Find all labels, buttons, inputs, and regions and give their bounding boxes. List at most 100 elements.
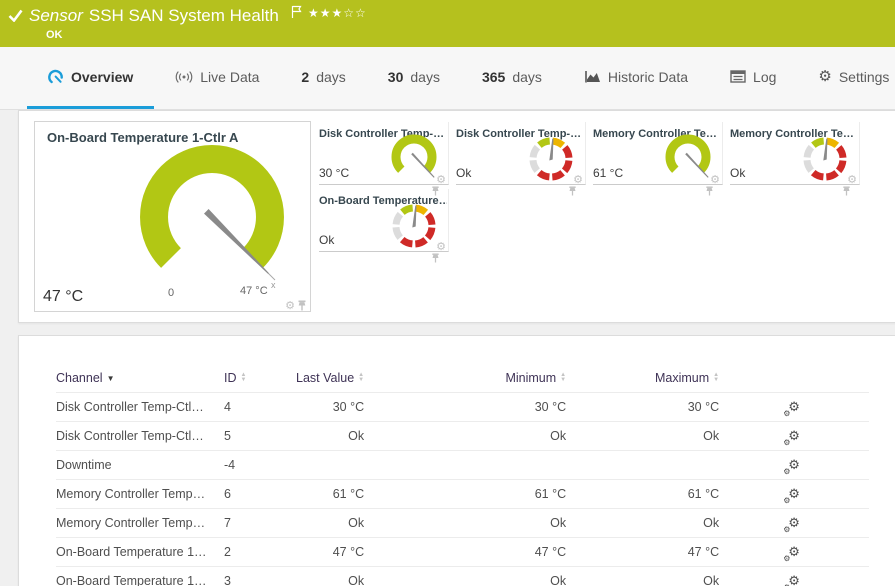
cell-minimum: Ok (364, 508, 567, 538)
primary-gauge-tile[interactable]: On-Board Temperature 1-Ctlr A x 0 47 °C … (34, 121, 311, 312)
cell-channel: Memory Controller Temp… (56, 508, 224, 538)
tile-gear-icon[interactable]: ⚙ (847, 174, 857, 186)
channel-settings-icon[interactable]: ⚙⚙ (783, 573, 800, 586)
table-row: Memory Controller Temp… 7 Ok Ok Ok ⚙ ⚙ (56, 508, 870, 538)
gauge-icon (48, 69, 63, 83)
column-header-settings (719, 364, 870, 393)
live-data-icon (175, 70, 193, 83)
cell-last-value (296, 450, 365, 480)
cell-minimum: 61 °C (364, 479, 567, 509)
sort-icon: ▲ ▼ (240, 372, 247, 383)
cell-channel: On-Board Temperature 1… (56, 566, 224, 586)
priority-stars[interactable]: ★★★☆☆ (308, 6, 367, 20)
cell-id: 3 (224, 566, 296, 586)
cell-last-value: 61 °C (296, 479, 365, 509)
channel-gauge-segmented (392, 204, 436, 248)
cell-id: 2 (224, 537, 296, 567)
tab-label: Overview (71, 68, 134, 85)
column-header-channel[interactable]: Channel ▼ (56, 364, 224, 393)
table-row: Memory Controller Temp… 6 61 °C 61 °C 61… (56, 479, 870, 509)
sensor-kind-label: Sensor (29, 6, 83, 25)
cell-maximum: 30 °C (566, 392, 720, 422)
priority-flag-icon[interactable] (291, 5, 302, 24)
channel-settings-icon[interactable]: ⚙⚙ (783, 399, 800, 418)
tab-label: days (316, 68, 346, 85)
cell-id: 4 (224, 392, 296, 422)
table-row: On-Board Temperature 1… 2 47 °C 47 °C 47… (56, 537, 870, 567)
tile-pin-icon[interactable] (431, 253, 440, 263)
tab-overview[interactable]: Overview (27, 47, 155, 109)
channel-gauge-value: Ok (456, 166, 472, 180)
cell-last-value: Ok (296, 566, 365, 586)
column-header-maximum[interactable]: Maximum ▲ ▼ (566, 364, 720, 393)
cell-maximum: Ok (566, 421, 720, 451)
tile-pin-icon[interactable] (297, 300, 307, 311)
channel-gauge-tile[interactable]: On-Board Temperature… Ok ⚙ (319, 189, 449, 263)
sensor-name: SSH SAN System Health (88, 6, 279, 25)
area-chart-icon (585, 71, 600, 83)
tile-gear-icon[interactable]: ⚙ (710, 174, 720, 186)
tile-pin-icon[interactable] (705, 186, 714, 196)
cell-last-value: Ok (296, 508, 365, 538)
channel-gauge-tile[interactable]: Disk Controller Temp-… 30 °C ⚙ (319, 122, 449, 196)
channel-gauge-tile[interactable]: Memory Controller Te… Ok ⚙ (730, 122, 860, 196)
primary-gauge-value: 47 °C (43, 288, 84, 305)
tile-pin-icon[interactable] (842, 186, 851, 196)
tab-label: Historic Data (607, 68, 689, 85)
tile-pin-icon[interactable] (568, 186, 577, 196)
sort-desc-icon: ▼ (106, 373, 115, 383)
tab-30-days[interactable]: 30 days (367, 47, 461, 109)
tab-2-days[interactable]: 2 days (280, 47, 366, 109)
column-header-minimum[interactable]: Minimum ▲ ▼ (364, 364, 567, 393)
cell-maximum (566, 450, 720, 480)
tile-pin-icon[interactable] (431, 186, 440, 196)
stars-empty: ☆☆ (343, 6, 367, 20)
channel-gauge-value: Ok (319, 233, 335, 247)
stars-filled: ★★★ (308, 6, 344, 20)
tab-365-days[interactable]: 365 days (461, 47, 563, 109)
tab-number: 365 (481, 68, 506, 85)
status-badge: OK (46, 29, 63, 41)
gauge-scale-max: 47 °C (240, 285, 268, 297)
tab-number: 2 (301, 68, 310, 85)
tile-gear-icon[interactable]: ⚙ (436, 241, 446, 253)
tab-bar: Overview Live Data 2 days 30 days 365 da… (0, 47, 895, 110)
tab-log[interactable]: Log (709, 47, 797, 109)
channel-settings-icon[interactable]: ⚙⚙ (783, 515, 800, 534)
table-row: Downtime -4 ⚙ ⚙ (56, 450, 870, 480)
tab-settings[interactable]: ⚙ Settings (797, 47, 895, 109)
cell-maximum: Ok (566, 566, 720, 586)
cell-maximum: 47 °C (566, 537, 720, 567)
gauge-scale-min: 0 (168, 287, 174, 299)
channel-settings-icon[interactable]: ⚙⚙ (783, 428, 800, 447)
sort-icon: ▲ ▼ (560, 372, 567, 383)
table-row: On-Board Temperature 1… 3 Ok Ok Ok ⚙⚙ (56, 566, 870, 586)
tab-label: days (512, 68, 542, 85)
channel-settings-icon[interactable]: ⚙⚙ (783, 544, 800, 563)
channel-gauge-value: 30 °C (319, 166, 350, 180)
channel-gauge-value: 61 °C (593, 166, 624, 180)
channel-gauge-segmented (529, 137, 573, 181)
channel-settings-icon[interactable]: ⚙⚙ (783, 457, 800, 476)
tile-gear-icon[interactable]: ⚙ (285, 299, 295, 312)
cell-minimum (364, 450, 567, 480)
tile-gear-icon[interactable]: ⚙ (573, 174, 583, 186)
log-list-icon (730, 70, 746, 83)
cell-channel: Disk Controller Temp-Ctl… (56, 392, 224, 422)
tile-gear-icon[interactable]: ⚙ (436, 174, 446, 186)
column-header-id[interactable]: ID ▲ ▼ (224, 364, 296, 393)
channel-settings-icon[interactable]: ⚙⚙ (783, 486, 800, 505)
column-header-last-value[interactable]: Last Value ▲ ▼ (296, 364, 365, 393)
cell-minimum: Ok (364, 421, 567, 451)
tab-live-data[interactable]: Live Data (154, 47, 280, 109)
tab-label: Settings (838, 68, 890, 85)
channel-gauge-tile[interactable]: Disk Controller Temp-… Ok ⚙ (456, 122, 586, 196)
channels-table: Channel ▼ ID ▲ ▼ Last Value ▲ ▼ Minimum ▲ ▼ Max… (56, 364, 870, 586)
tab-historic-data[interactable]: Historic Data (563, 47, 709, 109)
table-row: Disk Controller Temp-Ctl… 5 Ok Ok Ok ⚙ ⚙ (56, 421, 870, 451)
table-row: Disk Controller Temp-Ctl… 4 30 °C 30 °C … (56, 392, 870, 422)
cell-id: 5 (224, 421, 296, 451)
channel-gauge-tile[interactable]: Memory Controller Te… 61 °C ⚙ (593, 122, 723, 196)
channels-panel: Channel ▼ ID ▲ ▼ Last Value ▲ ▼ Minimum ▲ ▼ Max… (18, 335, 895, 586)
